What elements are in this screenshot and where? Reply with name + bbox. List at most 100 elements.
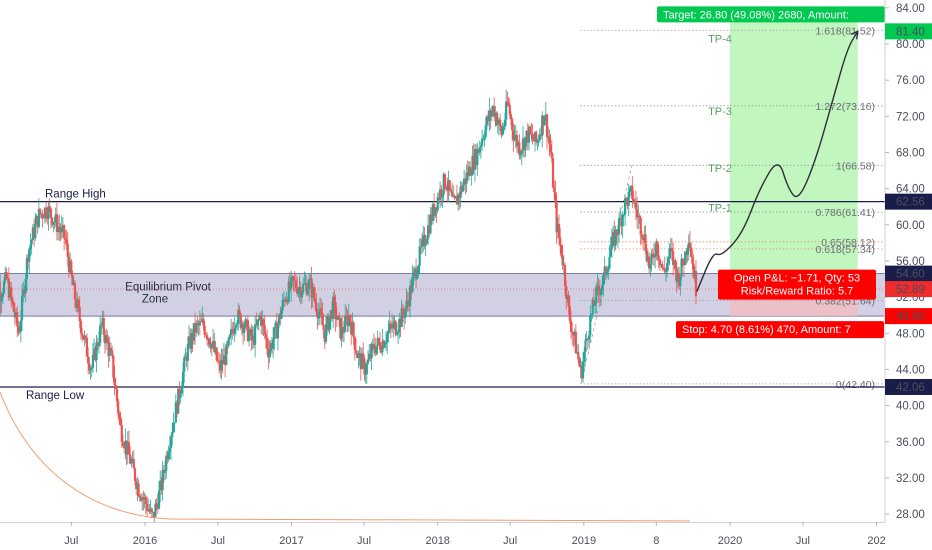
candle-body bbox=[243, 327, 246, 333]
tp-label: TP-4 bbox=[708, 34, 732, 46]
candle-body bbox=[288, 281, 292, 290]
candle-body bbox=[597, 285, 600, 292]
candle-body bbox=[483, 136, 486, 139]
candle-body bbox=[678, 272, 681, 287]
candle-body bbox=[396, 332, 400, 335]
candle-body bbox=[142, 497, 145, 499]
candle-body bbox=[458, 194, 461, 198]
candle-body bbox=[77, 300, 80, 308]
candle-body bbox=[490, 111, 493, 117]
candle-body bbox=[457, 194, 460, 205]
candle-body bbox=[365, 363, 368, 375]
candle-body bbox=[655, 241, 658, 257]
candle-body bbox=[530, 133, 533, 135]
candle-body bbox=[105, 335, 108, 344]
candle-body bbox=[477, 149, 480, 153]
candle-body bbox=[63, 225, 66, 239]
candle-body bbox=[371, 343, 374, 345]
candle-body bbox=[215, 347, 218, 361]
candle-body bbox=[10, 287, 13, 298]
candle-body bbox=[472, 155, 475, 170]
candle-body bbox=[584, 340, 587, 352]
candle-body bbox=[275, 322, 278, 339]
candle-body bbox=[187, 336, 191, 344]
candle-body bbox=[276, 324, 280, 339]
candle-body bbox=[239, 313, 242, 328]
candle-body bbox=[310, 278, 313, 298]
fib-label: 1(66.58) bbox=[836, 160, 875, 172]
candle-body bbox=[398, 319, 401, 333]
x-tick-label: 2018 bbox=[425, 535, 449, 547]
candle-body bbox=[28, 248, 31, 262]
candle-body bbox=[297, 289, 300, 294]
candle-body bbox=[585, 338, 588, 341]
candle-body bbox=[172, 423, 175, 432]
stop-label: Stop: 4.70 (8.61%) 470, Amount: 7 bbox=[682, 324, 851, 336]
candle-body bbox=[467, 166, 471, 177]
candle-body bbox=[219, 362, 222, 371]
candle-body bbox=[557, 224, 561, 238]
candle-body bbox=[263, 325, 266, 335]
candle-body bbox=[112, 355, 115, 378]
candle-body bbox=[422, 235, 425, 240]
candle-body bbox=[16, 311, 19, 327]
candle-body bbox=[520, 150, 523, 154]
candle-body bbox=[692, 263, 695, 278]
candle-body bbox=[607, 268, 610, 272]
candle-body bbox=[669, 247, 672, 249]
candle-body bbox=[6, 278, 9, 279]
candle-body bbox=[65, 239, 68, 244]
candle-body bbox=[583, 351, 586, 362]
candle-body bbox=[192, 323, 195, 341]
y-tick-label: 48.00 bbox=[896, 328, 925, 340]
candle-body bbox=[322, 324, 325, 331]
candle-body bbox=[478, 147, 481, 153]
rr-label: Risk/Reward Ratio: 5.7 bbox=[741, 286, 854, 298]
candle-body bbox=[208, 338, 211, 345]
candle-body bbox=[550, 152, 553, 159]
candle-body bbox=[623, 198, 627, 215]
candle-body bbox=[23, 289, 26, 294]
candle-body bbox=[252, 335, 256, 345]
candle-body bbox=[332, 296, 335, 320]
candle-body bbox=[368, 353, 371, 360]
candle-body bbox=[272, 339, 275, 349]
candle-body bbox=[196, 322, 199, 324]
candle-body bbox=[434, 207, 437, 216]
y-tick-label: 40.00 bbox=[896, 401, 925, 413]
candle-body bbox=[244, 319, 247, 328]
candle-body bbox=[201, 318, 204, 322]
candle-body bbox=[360, 353, 364, 370]
candle-body bbox=[384, 342, 388, 344]
candle-body bbox=[555, 202, 558, 233]
candle-body bbox=[292, 276, 295, 281]
candle-body bbox=[426, 225, 430, 240]
time-axis[interactable]: Jul 2016 Jul 2017 Jul 2018 Jul 2019 8 2020 Jul 202 bbox=[0, 522, 886, 547]
x-tick-label: 8 bbox=[653, 535, 659, 547]
candle-body bbox=[254, 324, 257, 345]
candle-body bbox=[598, 291, 601, 296]
candle-body bbox=[91, 354, 95, 368]
price-tag: 52.89 bbox=[896, 284, 925, 296]
candle-body bbox=[388, 323, 391, 331]
candle-body bbox=[487, 116, 490, 121]
candle-body bbox=[577, 352, 580, 360]
tp-label: TP-3 bbox=[708, 106, 732, 118]
zone-label-2: Zone bbox=[142, 294, 168, 306]
pnl-label: Open P&L: −1.71, Qty: 53 bbox=[734, 273, 860, 285]
candle-body bbox=[267, 348, 270, 358]
candle-body bbox=[169, 437, 173, 448]
candle-body bbox=[470, 174, 473, 176]
candle-body bbox=[679, 276, 682, 287]
candle-body bbox=[321, 314, 324, 325]
candle-body bbox=[657, 255, 660, 260]
candle-body bbox=[143, 497, 146, 499]
candle-body bbox=[132, 459, 135, 469]
price-axis[interactable]: 28.0032.0036.0040.0044.0048.0052.0056.00… bbox=[884, 0, 925, 522]
candle-body bbox=[524, 137, 527, 151]
candle-body bbox=[587, 335, 591, 340]
pnl-label-bg bbox=[718, 269, 876, 300]
candle-body bbox=[248, 333, 251, 341]
candle-body bbox=[108, 348, 111, 356]
